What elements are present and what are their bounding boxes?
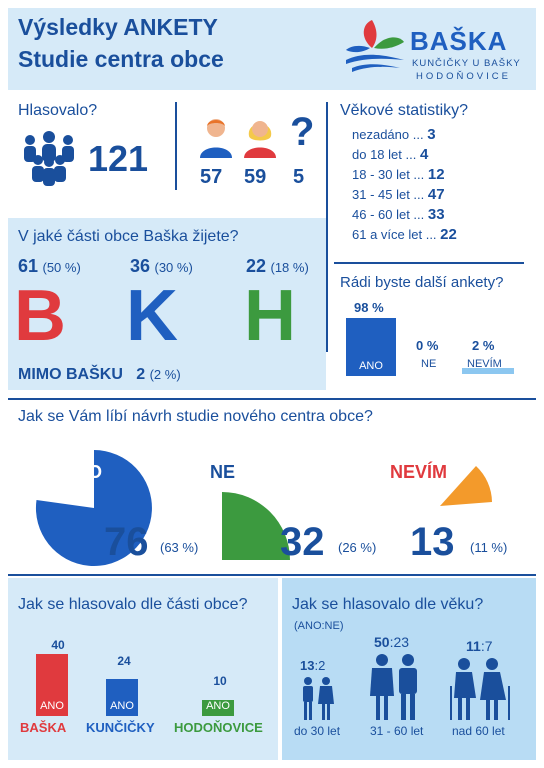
by-part-bars: 40 ANO BAŠKA 24 ANO KUNČIČKY 10 ANO HODO… bbox=[16, 628, 274, 756]
divider-1 bbox=[175, 102, 177, 190]
votes-unknown: 5 bbox=[293, 166, 305, 188]
letter-h: H bbox=[244, 276, 296, 356]
part-bar-label: ANO bbox=[40, 700, 64, 712]
part-bar-label: ANO bbox=[110, 700, 134, 712]
letter-b: B bbox=[14, 276, 66, 356]
part-bar-hodonovice: ANO bbox=[202, 700, 234, 716]
like-ne-pct: (26 %) bbox=[338, 540, 377, 555]
age-ratio-old: 11:7 bbox=[466, 638, 493, 654]
age-label-old: nad 60 let bbox=[452, 724, 505, 738]
parts-h-count: 22 (18 %) bbox=[246, 256, 309, 276]
part-bar-baska: ANO bbox=[36, 654, 68, 716]
by-age-question: Jak se hlasovalo dle věku? bbox=[292, 596, 484, 613]
votes-men: 57 bbox=[200, 166, 223, 188]
part-bar-value: 10 bbox=[213, 674, 227, 688]
by-part-question: Jak se hlasovalo dle části obce? bbox=[18, 596, 248, 613]
by-age-legend: (ANO:NE) bbox=[294, 620, 344, 632]
part-bar-value: 40 bbox=[51, 638, 65, 652]
ne-pie-slice bbox=[222, 492, 290, 560]
like-bottom-line bbox=[8, 574, 536, 576]
woman-icon bbox=[244, 121, 276, 158]
divider-2 bbox=[326, 102, 328, 352]
nevim-pie-slice bbox=[440, 466, 492, 506]
votes-question: Hlasovalo? bbox=[18, 102, 98, 119]
like-nevim-label: NEVÍM bbox=[390, 462, 448, 482]
page-title: Výsledky ANKETY bbox=[18, 14, 218, 40]
more-ano-pct: 98 % bbox=[354, 300, 384, 315]
age-label-middle: 31 - 60 let bbox=[370, 724, 424, 738]
part-bar-kuncicky: ANO bbox=[106, 679, 138, 716]
letter-k: K bbox=[126, 276, 178, 356]
crowd-icon bbox=[24, 131, 74, 186]
age-row: 61 a více let ... 22 bbox=[352, 226, 457, 243]
age-row: 18 - 30 let ... 12 bbox=[352, 166, 445, 183]
like-ne-label: NE bbox=[210, 462, 236, 482]
more-nevim-pct: 2 % bbox=[472, 338, 495, 353]
age-row: 31 - 45 let ... 47 bbox=[352, 186, 445, 203]
age-row: 46 - 60 let ... 33 bbox=[352, 206, 445, 223]
parts-panel bbox=[8, 218, 326, 390]
votes-total: 121 bbox=[88, 138, 149, 179]
header-panel bbox=[8, 8, 536, 90]
ano-pie-slice bbox=[35, 450, 152, 566]
like-ano-label: ANO bbox=[62, 462, 102, 482]
age-label-young: do 30 let bbox=[294, 724, 341, 738]
man-icon bbox=[200, 119, 232, 158]
senior-people-icon bbox=[450, 658, 510, 720]
part-bar-name: HODOŇOVICE bbox=[174, 720, 263, 735]
age-ratio-young: 13:2 bbox=[300, 658, 326, 673]
age-stats-list: nezadáno ... 3 do 18 let ... 4 18 - 30 l… bbox=[352, 126, 532, 246]
part-bar-value: 24 bbox=[117, 654, 131, 668]
page-subtitle: Studie centra obce bbox=[18, 46, 224, 72]
age-ratio-middle: 50:23 bbox=[374, 634, 410, 650]
like-nevim-pct: (11 %) bbox=[470, 540, 508, 555]
more-ano-bar-label: ANO bbox=[359, 360, 383, 372]
logo-sub1: KUNČIČKY U BAŠKY bbox=[412, 58, 521, 69]
unknown-symbol: ? bbox=[290, 110, 315, 154]
mimo-basku: MIMO BAŠKU 2 (2 %) bbox=[18, 366, 181, 383]
logo-flower-icon bbox=[346, 20, 404, 72]
more-ano-bar: ANO bbox=[346, 318, 396, 376]
age-row: nezadáno ... 3 bbox=[352, 126, 436, 143]
parts-k-count: 36 (30 %) bbox=[130, 256, 193, 276]
like-question: Jak se Vám líbí návrh studie nového cent… bbox=[18, 408, 373, 425]
like-nevim-num: 13 bbox=[410, 520, 455, 564]
part-bar-name: KUNČIČKY bbox=[86, 720, 155, 735]
divider-3 bbox=[334, 262, 524, 264]
more-nevim-label: NEVÍM bbox=[467, 358, 502, 370]
more-ne-label: NE bbox=[421, 358, 437, 370]
more-surveys-question: Rádi byste další ankety? bbox=[340, 274, 504, 291]
like-ano-num: 76 bbox=[104, 520, 149, 564]
logo-name: BAŠKA bbox=[410, 26, 508, 56]
age-row: do 18 let ... 4 bbox=[352, 146, 429, 163]
parts-question: V jaké části obce Baška žijete? bbox=[18, 228, 239, 245]
like-top-line bbox=[8, 398, 536, 400]
logo: BAŠKA KUNČIČKY U BAŠKY HODOŇOVICE bbox=[342, 16, 532, 86]
more-ne-pct: 0 % bbox=[416, 338, 439, 353]
part-bar-label: ANO bbox=[206, 700, 230, 712]
like-ano-pct: (63 %) bbox=[160, 540, 199, 555]
age-stats-title: Věkové statistiky? bbox=[340, 102, 469, 119]
parts-b-count: 61 (50 %) bbox=[18, 256, 81, 276]
like-ne-num: 32 bbox=[280, 520, 325, 564]
part-bar-name: BAŠKA bbox=[20, 720, 67, 735]
votes-women: 59 bbox=[244, 166, 267, 188]
adult-people-icon bbox=[370, 654, 417, 720]
logo-sub2: HODOŇOVICE bbox=[416, 71, 511, 82]
more-nevim-bar bbox=[462, 368, 514, 374]
young-people-icon bbox=[303, 677, 334, 720]
